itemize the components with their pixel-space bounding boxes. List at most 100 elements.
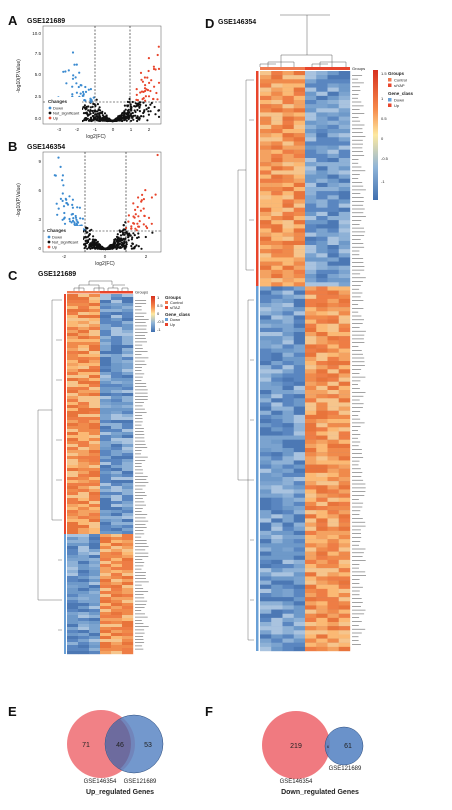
heatmap-cell (260, 220, 272, 225)
heatmap-cell (111, 564, 123, 568)
heatmap-cell (100, 483, 112, 487)
heatmap-cell (338, 216, 351, 221)
heatmap-cell (338, 617, 351, 623)
heatmap-cell (271, 568, 283, 573)
heatmap-cell (293, 253, 306, 258)
venn-f-left-circle (262, 711, 330, 779)
heatmap-cell (316, 249, 328, 254)
heatmap-cell (327, 298, 339, 304)
heatmap-cell (316, 448, 328, 453)
heatmap-cell (327, 108, 339, 113)
heatmap-cell (78, 441, 90, 445)
heatmap-cell (111, 333, 123, 337)
row-label-mark (135, 357, 149, 359)
heatmap-cell (271, 452, 283, 457)
heatmap-cell (338, 236, 351, 242)
heatmap-cell (282, 535, 294, 540)
row-label-mark (135, 549, 146, 551)
heatmap-cell (327, 613, 339, 619)
heatmap-cell (327, 522, 339, 527)
volcano-point (127, 235, 130, 239)
heatmap-cell (316, 327, 328, 333)
heatmap-cell (67, 570, 79, 574)
heatmap-cell (316, 332, 328, 337)
heatmap-cell (78, 633, 90, 637)
volcano-point (149, 110, 152, 113)
volcano-point (117, 116, 120, 119)
heatmap-cell (271, 510, 283, 515)
row-label-mark (135, 300, 147, 301)
heatmap-cell (111, 357, 123, 361)
heatmap-cell (67, 561, 79, 565)
panel-b-ylabel: -log10(P.Value) (16, 183, 22, 217)
heatmap-cell (78, 435, 90, 439)
panel-letter-d: D (205, 16, 214, 31)
heatmap-cell (316, 124, 328, 130)
heatmap-cell (260, 79, 272, 84)
heatmap-cell (305, 535, 317, 540)
heatmap-cell (260, 398, 272, 403)
heatmap-cell (293, 497, 306, 503)
heatmap-cell (327, 352, 339, 358)
heatmap-cell (305, 75, 317, 80)
heatmap-cell (111, 555, 123, 559)
volcano-point (136, 222, 139, 225)
heatmap-cell (67, 414, 79, 418)
heatmap-cell (282, 369, 294, 374)
volcano-point (96, 119, 99, 122)
heatmap-cell (282, 613, 294, 619)
heatmap-cell (305, 315, 317, 320)
heatmap-cell (78, 498, 90, 502)
heatmap-cell (122, 642, 134, 646)
heatmap-cell (89, 351, 101, 355)
venn-f-title: Down_regulated Genes (281, 789, 359, 796)
heatmap-cell (122, 594, 134, 598)
heatmap-cell (100, 546, 112, 550)
heatmap-cell (122, 309, 134, 313)
heatmap-cell (67, 468, 79, 472)
heatmap-cell (111, 465, 123, 469)
heatmap-cell (293, 108, 306, 113)
row-label-mark (135, 364, 147, 365)
row-label-mark (352, 266, 365, 267)
heatmap-cell (67, 483, 79, 487)
heatmap-cell (100, 450, 112, 454)
heatmap-cell (327, 493, 339, 498)
heatmap-cell (89, 588, 101, 592)
row-label-mark (352, 357, 365, 359)
heatmap-cell (293, 460, 306, 465)
row-label-mark (352, 548, 366, 550)
heatmap-cell (111, 552, 123, 556)
heatmap-cell (327, 224, 339, 229)
heatmap-cell (100, 636, 112, 640)
volcano-point (146, 119, 149, 122)
heatmap-cell (122, 366, 134, 370)
heatmap-cell (89, 618, 101, 622)
heatmap-cell (271, 166, 283, 171)
heatmap-cell (111, 468, 123, 472)
row-label-mark (352, 105, 364, 107)
heatmap-cell (260, 493, 272, 498)
heatmap-cell (100, 456, 112, 460)
heatmap-cell (89, 450, 101, 454)
panel-d-col-header: Groups (352, 66, 365, 71)
heatmap-cell (293, 501, 306, 507)
heatmap-cell (271, 108, 283, 113)
heatmap-cell (260, 133, 272, 138)
heatmap-cell (327, 137, 339, 142)
heatmap-cell (100, 348, 112, 352)
panel-c-legend: 1 0.5 0 -0.5 -1 Groups Control siTAZ Gen… (151, 295, 191, 332)
heatmap-cell (89, 297, 101, 301)
volcano-point (142, 198, 145, 201)
heatmap-cell (316, 245, 328, 250)
heatmap-cell (271, 104, 283, 109)
heatmap-cell (78, 573, 90, 577)
row-label-mark (352, 86, 360, 88)
heatmap-cell (282, 191, 294, 196)
volcano-point (78, 71, 81, 74)
volcano-point (115, 119, 118, 122)
row-label-mark (135, 594, 144, 595)
heatmap-cell (316, 506, 328, 511)
row-label-mark (135, 367, 142, 368)
heatmap-cell (338, 530, 351, 536)
